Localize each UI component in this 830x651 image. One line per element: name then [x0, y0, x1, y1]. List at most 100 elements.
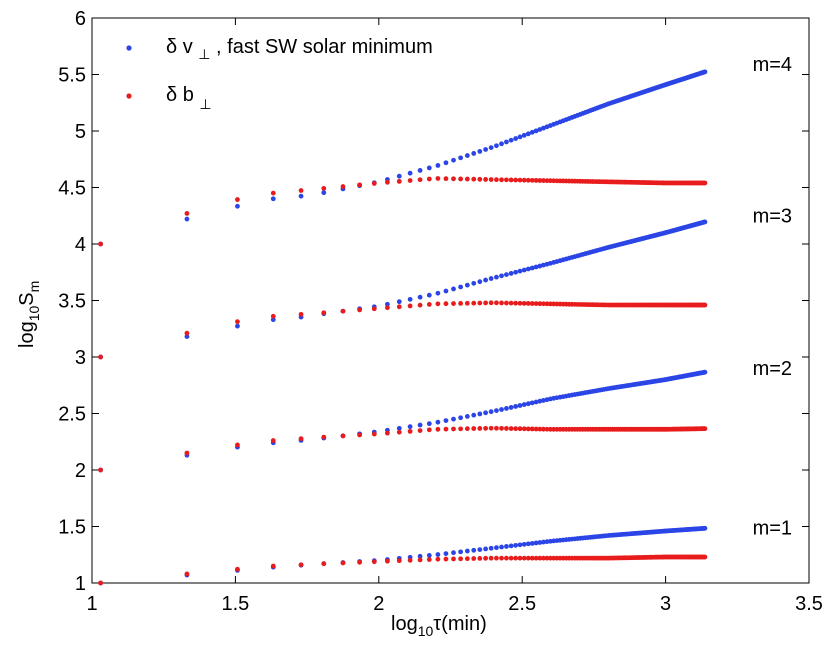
y-tick-label: 1.5	[58, 517, 86, 539]
data-point	[494, 143, 499, 149]
data-point	[488, 300, 494, 306]
data-point	[458, 301, 464, 306]
data-point	[541, 555, 546, 561]
data-point	[483, 177, 489, 182]
data-point	[499, 177, 504, 183]
data-point	[385, 558, 390, 564]
data-point	[471, 300, 477, 306]
data-point	[426, 421, 432, 427]
data-point	[464, 153, 470, 158]
data-point	[529, 265, 535, 271]
data-point	[184, 450, 190, 456]
data-point	[525, 401, 531, 407]
data-point	[513, 542, 519, 548]
data-point	[477, 149, 483, 154]
data-point	[298, 562, 304, 568]
data-point	[477, 547, 483, 552]
data-point	[235, 566, 240, 572]
data-point	[521, 132, 527, 138]
data-point	[525, 541, 531, 547]
data-point	[270, 438, 276, 443]
data-point	[513, 269, 519, 275]
data-point	[504, 406, 509, 411]
annotation-label: m=4	[753, 54, 792, 76]
data-point	[494, 425, 499, 431]
data-point	[184, 211, 190, 216]
data-point	[521, 267, 527, 273]
data-point	[483, 147, 489, 152]
data-point	[521, 555, 527, 561]
data-point	[533, 540, 539, 546]
y-tick-label: 3	[75, 347, 86, 369]
data-point	[533, 128, 539, 134]
data-point	[488, 145, 494, 151]
data-point	[417, 177, 423, 183]
data-point	[508, 137, 514, 143]
data-point	[477, 411, 483, 417]
legend-marker-db	[126, 93, 132, 99]
data-point	[458, 556, 464, 562]
data-point	[270, 313, 276, 319]
data-point	[464, 282, 470, 288]
data-point	[537, 263, 543, 269]
y-tick-label: 4	[75, 234, 86, 256]
data-point	[702, 525, 708, 531]
data-point	[235, 203, 240, 209]
data-point	[488, 409, 494, 415]
data-point	[471, 547, 477, 553]
y-tick-label: 4.5	[58, 178, 86, 200]
data-point	[513, 404, 519, 409]
data-point	[508, 270, 514, 276]
data-point	[321, 186, 327, 191]
data-point	[513, 555, 519, 561]
data-point	[494, 408, 499, 414]
data-point	[483, 300, 489, 306]
data-point	[547, 555, 553, 561]
data-point	[357, 182, 363, 188]
data-point	[477, 556, 483, 561]
data-point	[464, 426, 470, 432]
data-point	[508, 555, 514, 561]
data-point	[513, 300, 519, 306]
data-point	[443, 418, 449, 424]
data-point	[340, 184, 346, 189]
data-point	[435, 419, 441, 425]
data-point	[184, 216, 190, 222]
data-points	[98, 69, 708, 586]
y-tick-label: 6	[75, 8, 86, 30]
data-point	[494, 300, 499, 306]
legend-marker-dv	[126, 45, 132, 51]
data-point	[702, 180, 708, 186]
data-point	[513, 177, 519, 183]
data-point	[235, 197, 240, 202]
data-point	[488, 177, 494, 182]
data-point	[385, 179, 390, 185]
data-point	[494, 177, 499, 183]
data-point	[235, 442, 240, 448]
data-point	[340, 308, 346, 314]
data-point	[443, 551, 449, 556]
data-point	[488, 425, 494, 431]
data-point	[184, 571, 190, 577]
data-point	[321, 561, 327, 567]
data-point	[458, 284, 464, 290]
data-point	[504, 300, 509, 306]
data-point	[525, 131, 531, 137]
data-point	[529, 301, 535, 306]
data-point	[537, 555, 543, 561]
x-axis-label: log10τ(min)	[391, 613, 487, 639]
data-point	[513, 426, 519, 432]
data-point	[451, 426, 456, 432]
data-point	[537, 426, 543, 432]
data-point	[702, 219, 708, 225]
data-point	[371, 431, 377, 437]
data-point	[504, 426, 509, 431]
data-point	[298, 436, 304, 442]
data-point	[396, 173, 402, 179]
data-point	[98, 467, 103, 473]
data-point	[417, 294, 423, 300]
data-point	[321, 190, 327, 196]
data-point	[321, 434, 327, 440]
data-point	[537, 178, 543, 183]
data-point	[517, 403, 523, 408]
